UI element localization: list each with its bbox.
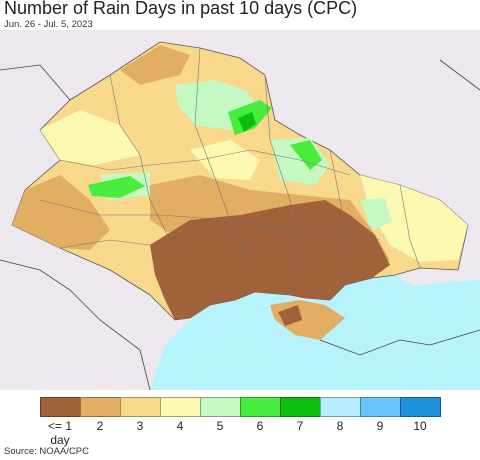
- legend-swatch: [120, 397, 161, 417]
- rain-days-map: [0, 30, 480, 390]
- region-1-day-crimea: [278, 305, 302, 326]
- legend-swatch: [360, 397, 401, 417]
- source-note: Source: NOAA/CPC: [4, 446, 89, 457]
- region-4-days-north: [40, 110, 140, 165]
- page-title: Number of Rain Days in past 10 days (CPC…: [4, 0, 358, 18]
- legend-swatch: [280, 397, 321, 417]
- country-borders: [0, 59, 480, 390]
- legend-labels: <= 1 day 2 3 4 5 6 7 8 9 10: [40, 419, 440, 447]
- legend-swatch: [200, 397, 241, 417]
- legend-label: 3: [136, 419, 144, 433]
- legend-label: 10: [413, 419, 427, 433]
- legend-swatch: [320, 397, 361, 417]
- legend-label: 6: [256, 419, 264, 433]
- region-4-days-east: [360, 175, 468, 262]
- oblast-borders: [39, 47, 421, 271]
- legend-swatch: [160, 397, 201, 417]
- region-6-days-c: [88, 176, 145, 198]
- legend-label: 7: [296, 419, 304, 433]
- legend-label: 8: [336, 419, 344, 433]
- region-2-days-north: [120, 45, 190, 85]
- legend-swatch: [400, 397, 441, 417]
- region-6-days-b: [290, 140, 322, 170]
- region-5-days-c: [360, 198, 392, 230]
- legend-label: <= 1 day: [47, 419, 73, 447]
- legend-label: 5: [216, 419, 224, 433]
- legend-label: 4: [176, 419, 184, 433]
- legend-label: 2: [96, 419, 104, 433]
- region-4-days-center: [190, 140, 260, 180]
- region-1-day-south: [150, 200, 390, 320]
- legend-color-bar: [40, 397, 441, 417]
- date-range: Jun. 26 - Jul. 5, 2023: [4, 19, 93, 30]
- region-7-days: [238, 112, 256, 132]
- sea-of-azov: [330, 275, 412, 302]
- legend-swatch: [40, 397, 81, 417]
- legend-swatch: [240, 397, 281, 417]
- legend-swatch: [80, 397, 121, 417]
- legend-label: 9: [376, 419, 384, 433]
- region-2-days-west: [12, 175, 110, 250]
